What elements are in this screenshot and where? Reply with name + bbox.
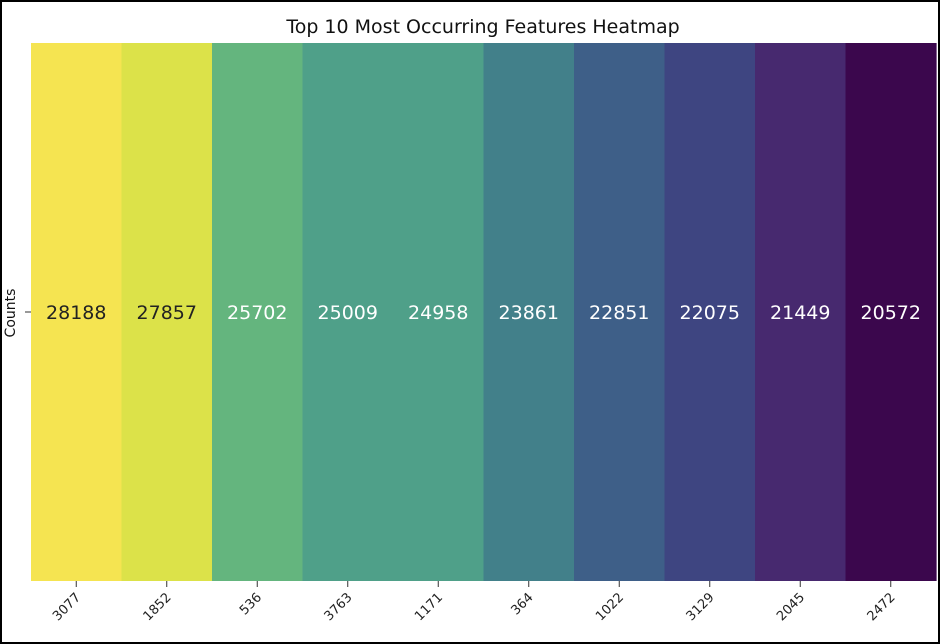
x-tick-label: 2472 [865,590,899,624]
heatmap-cell [755,43,847,581]
heatmap-cell [483,43,575,581]
heatmap-cell [302,43,394,581]
heatmap-cell [664,43,756,581]
cell-value-label: 27857 [137,302,197,324]
heatmap-cell [393,43,485,581]
chart-title: Top 10 Most Occurring Features Heatmap [285,16,679,38]
x-tick-label: 536 [237,590,265,618]
cell-value-label: 21449 [770,302,830,324]
heatmap-cell [574,43,666,581]
cell-value-label: 23861 [499,302,559,324]
cell-value-label: 22075 [680,302,740,324]
heatmap-cell-labels: 28188 27857 25702 25009 24958 23861 22851 22075… [46,302,921,324]
cell-value-label: 25009 [318,302,378,324]
x-tick-label: 1171 [412,590,446,624]
heatmap-cells [31,43,937,581]
x-tick-label: 1852 [141,590,175,624]
x-tick-label: 3129 [684,590,718,624]
heatmap-cell [212,43,304,581]
x-tick-label: 2045 [774,590,808,624]
cell-value-label: 28188 [46,302,106,324]
y-tick-label-counts: Counts [3,289,19,338]
heatmap-cell [121,43,213,581]
cell-value-label: 25702 [227,302,287,324]
x-tick-label: 1022 [593,590,627,624]
heatmap-cell [31,43,123,581]
x-tick-label: 3763 [322,590,356,624]
x-axis-ticks: 3077 1852 536 3763 1171 364 1022 3129 2045 2472 [50,581,899,624]
cell-value-label: 22851 [589,302,649,324]
cell-value-label: 24958 [408,302,468,324]
heatmap-cell [845,43,937,581]
cell-value-label: 20572 [861,302,921,324]
x-tick-label: 3077 [50,590,84,624]
x-tick-label: 364 [508,590,536,618]
